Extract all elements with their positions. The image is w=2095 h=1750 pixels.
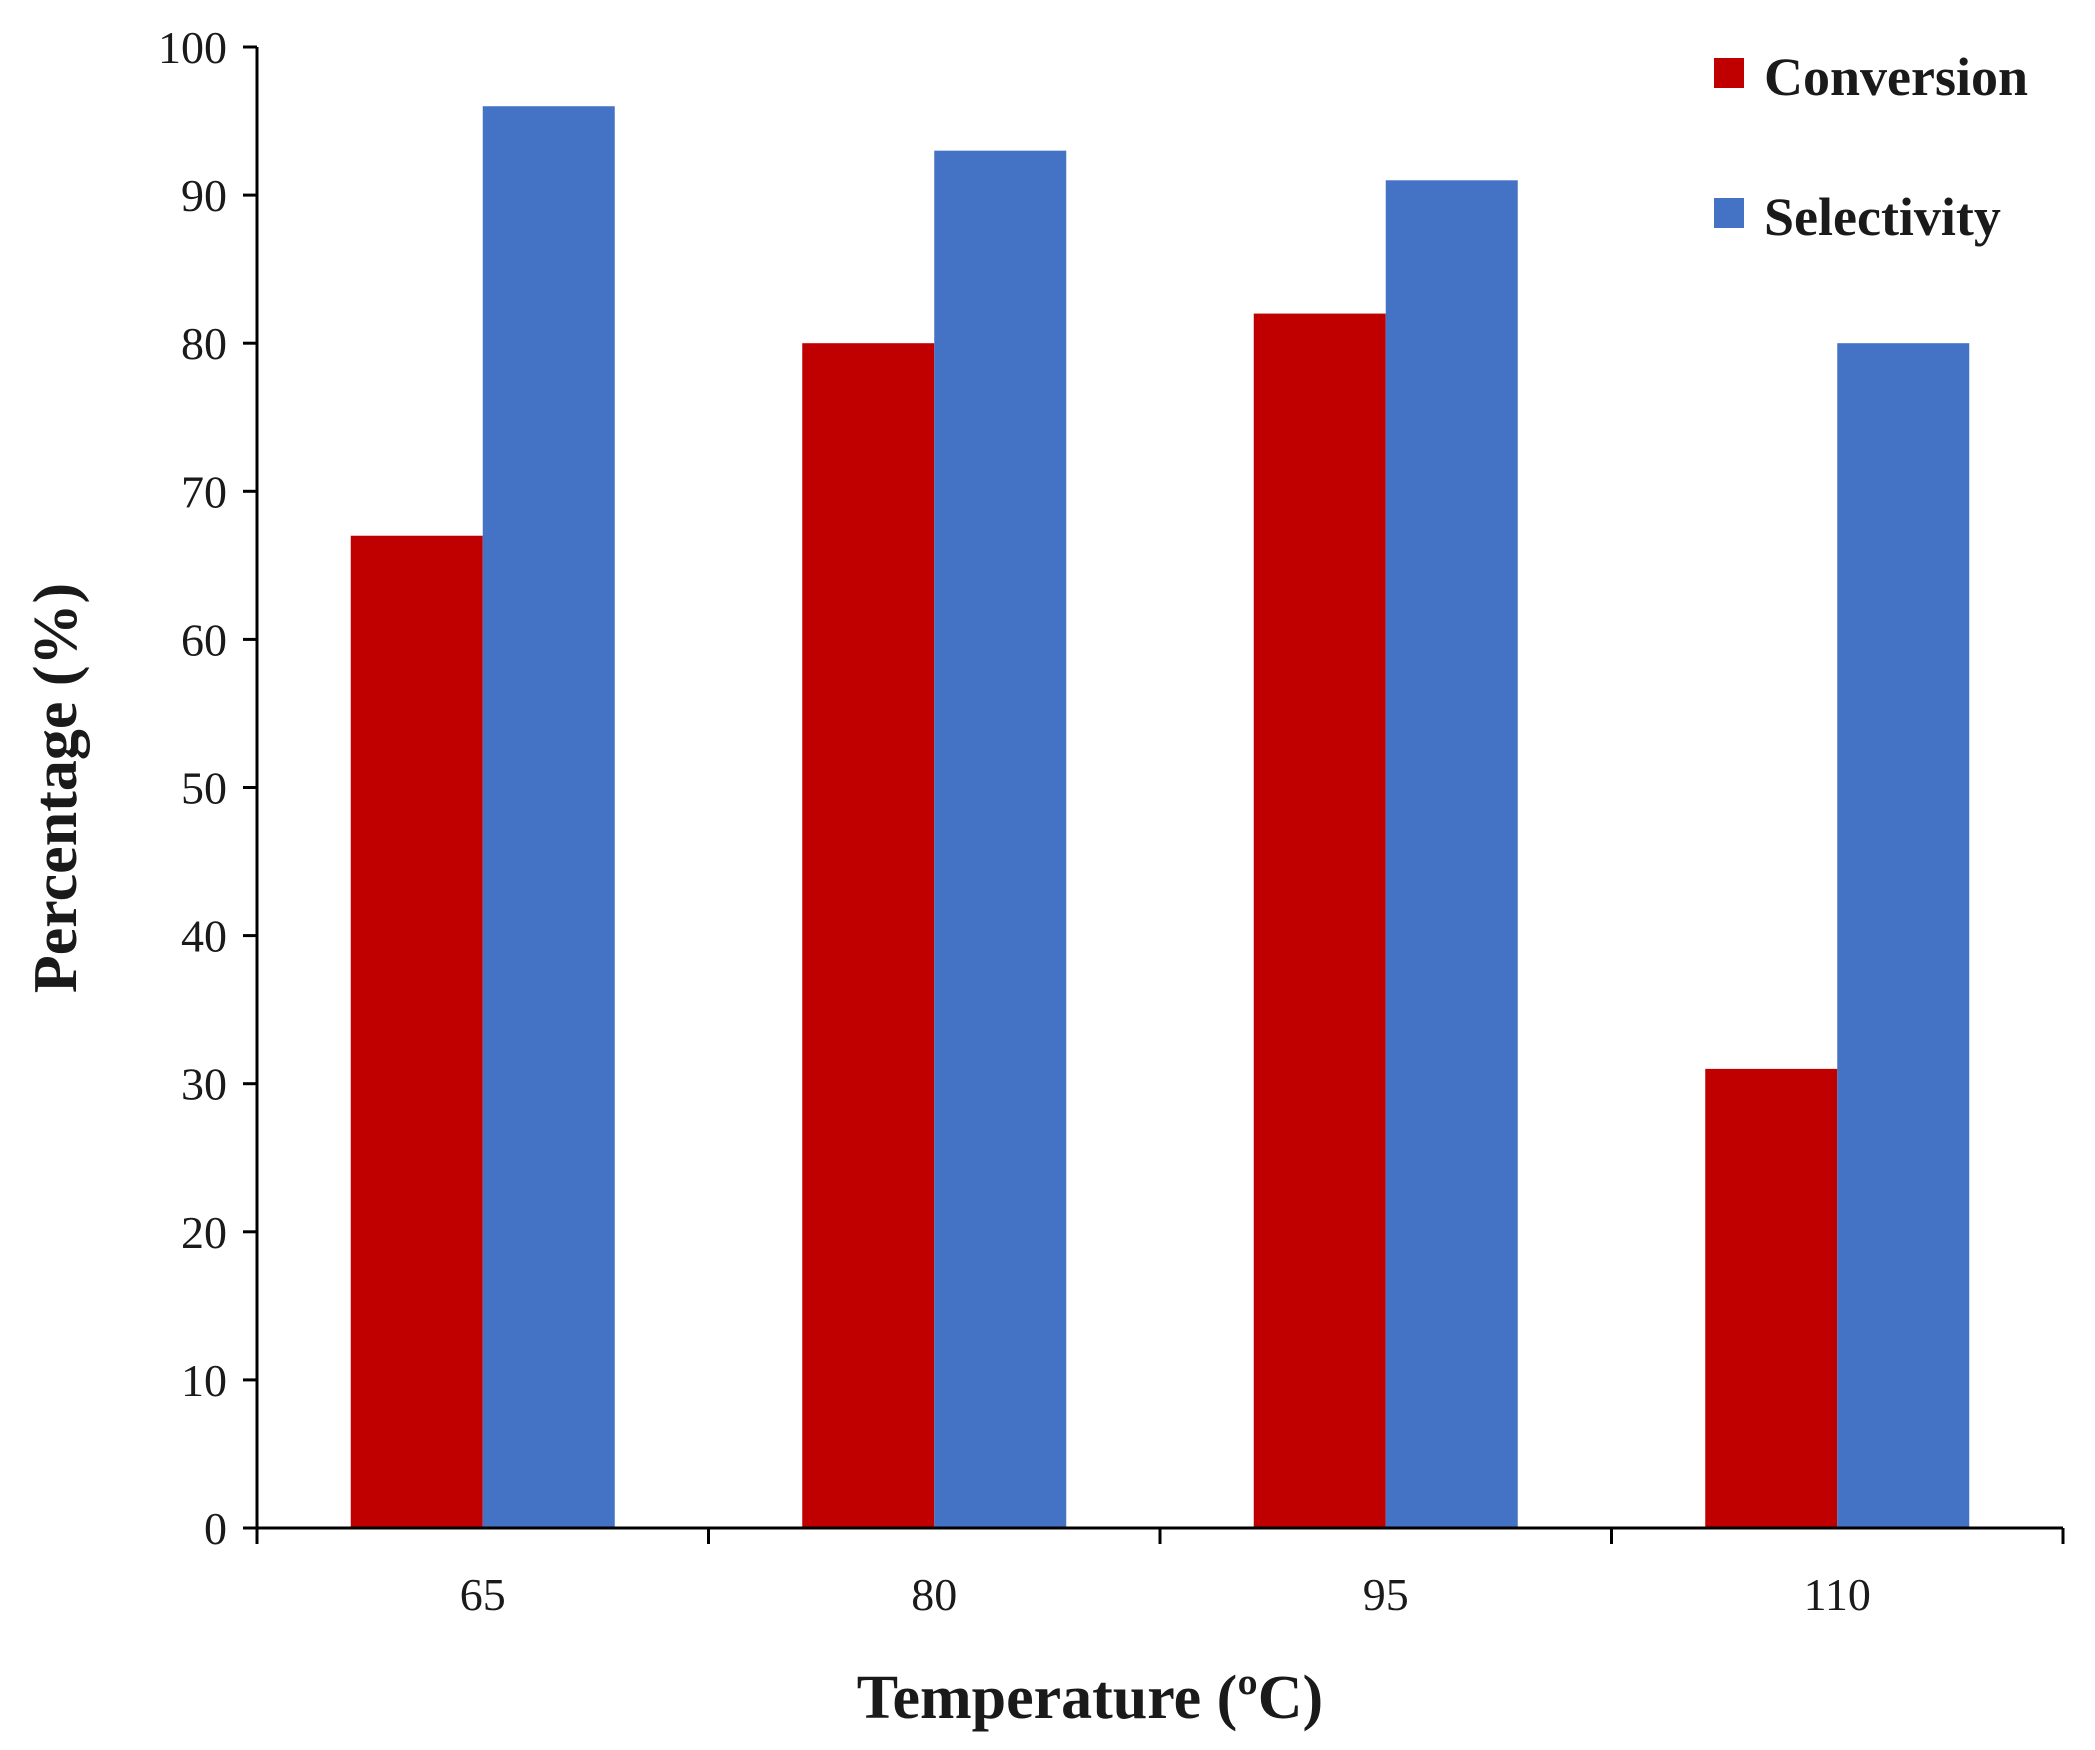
y-tick-label: 20 — [181, 1207, 227, 1258]
y-tick-label: 50 — [181, 763, 227, 814]
y-tick-label: 40 — [181, 911, 227, 962]
legend: Conversion Selectivity — [1714, 47, 2028, 247]
legend-label-conversion: Conversion — [1764, 47, 2028, 107]
legend-swatch-selectivity — [1714, 198, 1744, 228]
x-tick-label: 110 — [1804, 1569, 1871, 1620]
legend-swatch-conversion — [1714, 58, 1744, 88]
y-tick-label: 30 — [181, 1059, 227, 1110]
bars-layer — [350, 106, 1970, 1529]
x-axis-ticks: 65 80 95 110 — [255, 1528, 2065, 1620]
bar-conversion-80 — [802, 343, 935, 1529]
y-tick-label: 90 — [181, 170, 227, 221]
x-tick-label: 65 — [460, 1569, 506, 1620]
bar-selectivity-110 — [1837, 343, 1970, 1529]
bar-selectivity-95 — [1385, 180, 1518, 1528]
y-tick-label: 100 — [158, 22, 227, 73]
y-axis-ticks: 0 10 20 30 40 50 60 70 80 90 100 — [158, 22, 257, 1554]
bar-selectivity-80 — [934, 150, 1067, 1528]
bar-conversion-65 — [350, 535, 483, 1528]
x-axis-title: Temperature (ºC) — [857, 1664, 1323, 1732]
bar-conversion-110 — [1705, 1068, 1838, 1528]
x-tick-label: 80 — [911, 1569, 957, 1620]
y-tick-label: 60 — [181, 614, 227, 665]
x-tick-label: 95 — [1363, 1569, 1409, 1620]
legend-label-selectivity: Selectivity — [1764, 187, 2001, 247]
y-tick-label: 10 — [181, 1355, 227, 1406]
y-tick-label: 0 — [204, 1503, 227, 1554]
bar-conversion-95 — [1253, 313, 1386, 1529]
y-tick-label: 70 — [181, 466, 227, 517]
y-tick-label: 80 — [181, 318, 227, 369]
y-axis-title: Percentage (%) — [22, 583, 90, 993]
bar-selectivity-65 — [482, 106, 615, 1529]
